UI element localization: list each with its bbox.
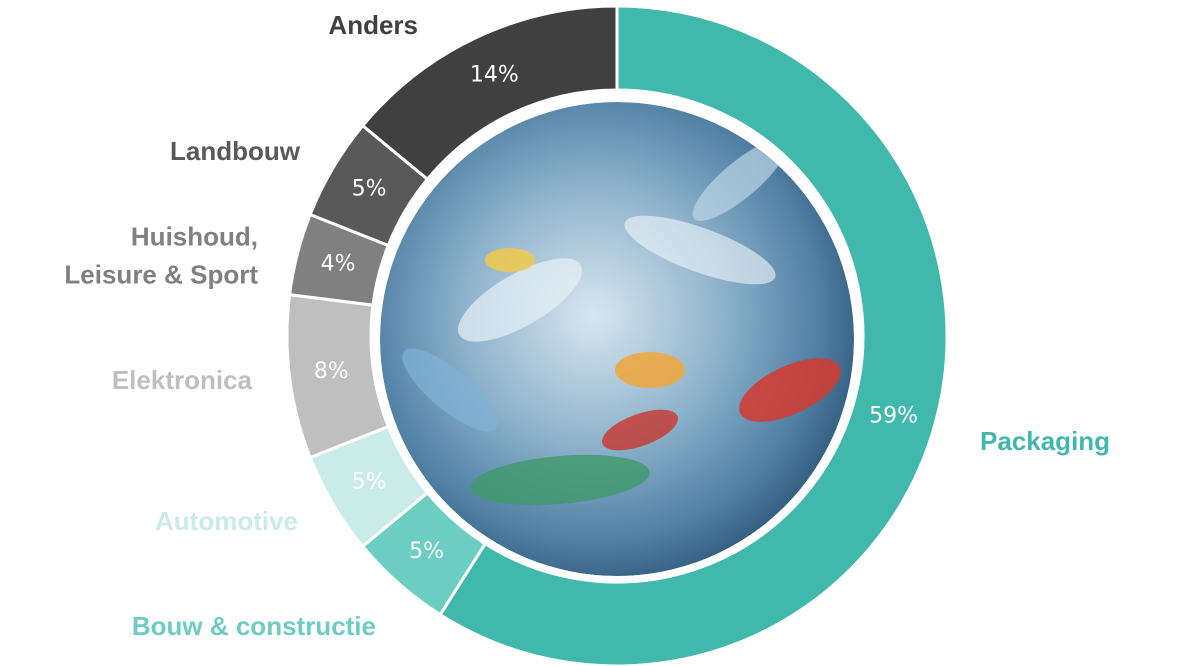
center-photo (380, 102, 854, 576)
category-label: Anders (328, 10, 418, 40)
category-label: Packaging (980, 426, 1110, 456)
category-label: Landbouw (170, 136, 301, 166)
value-label: 59% (869, 403, 918, 428)
category-label: Automotive (155, 506, 298, 536)
value-label: 5% (352, 470, 387, 495)
value-label: 14% (470, 62, 519, 87)
category-label: Huishoud, Leisure & Sport (64, 222, 258, 290)
category-label: Bouw & constructie (132, 611, 376, 641)
donut-slice (438, 4, 949, 666)
donut-slice (360, 4, 619, 182)
value-label: 5% (352, 176, 387, 201)
value-label: 8% (314, 359, 349, 384)
value-label: 4% (321, 251, 356, 276)
value-label: 5% (409, 539, 444, 564)
category-label: Elektronica (112, 365, 253, 395)
